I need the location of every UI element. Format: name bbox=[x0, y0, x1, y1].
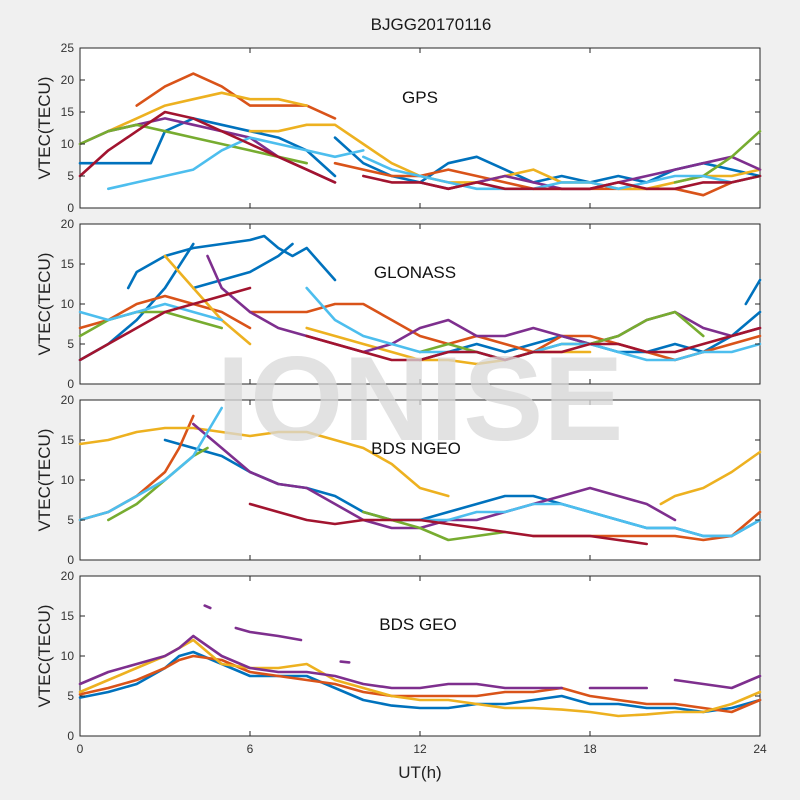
series-line bbox=[192, 422, 677, 530]
chart-title: BJGG20170116 bbox=[371, 15, 492, 34]
series-line bbox=[203, 604, 212, 610]
y-tick-label: 15 bbox=[61, 257, 75, 271]
panel-0: 0 5 10 15 20 25 GPS VTEC(TECU) bbox=[35, 41, 762, 215]
y-tick-label: 20 bbox=[61, 569, 75, 583]
x-tick-label: 0 bbox=[77, 742, 84, 756]
panel-label: BDS NGEO bbox=[371, 439, 461, 458]
y-tick-label: 15 bbox=[61, 609, 75, 623]
x-tick-label: 12 bbox=[413, 742, 427, 756]
y-tick-label: 20 bbox=[61, 73, 75, 87]
series-line bbox=[418, 502, 762, 538]
series-line bbox=[78, 634, 563, 690]
series-line bbox=[234, 626, 303, 642]
panel-label: BDS GEO bbox=[379, 615, 456, 634]
series-line bbox=[744, 278, 762, 306]
panel-2: 0 5 10 15 20 BDS NGEO VTEC(TECU) bbox=[35, 393, 762, 567]
y-tick-label: 0 bbox=[67, 201, 74, 215]
x-tick-label: 24 bbox=[753, 742, 767, 756]
axes-box bbox=[79, 399, 761, 561]
y-tick-label: 5 bbox=[67, 513, 74, 527]
series-line bbox=[78, 123, 308, 165]
panel-3: 0 5 10 15 20 0 6 12 18 24 BDS GEO VTEC(TECU) bbox=[35, 569, 767, 756]
series-line bbox=[362, 174, 762, 191]
series-line bbox=[78, 302, 223, 322]
series-line bbox=[78, 654, 762, 714]
series-line bbox=[362, 155, 762, 191]
series-line bbox=[339, 660, 351, 664]
series-line bbox=[362, 510, 507, 542]
x-tick-label: 18 bbox=[583, 742, 597, 756]
y-tick-label: 10 bbox=[61, 473, 75, 487]
series-line bbox=[418, 518, 648, 546]
y-tick-label: 15 bbox=[61, 105, 75, 119]
panel-label: GPS bbox=[402, 88, 438, 107]
y-tick-label: 0 bbox=[67, 377, 74, 391]
series-line bbox=[78, 286, 252, 362]
y-tick-label: 25 bbox=[61, 41, 75, 55]
series-line bbox=[78, 650, 762, 714]
series-line bbox=[78, 426, 450, 498]
y-tick-label: 5 bbox=[67, 337, 74, 351]
series-line bbox=[673, 674, 762, 690]
y-axis-label: VTEC(TECU) bbox=[35, 605, 54, 708]
y-tick-label: 15 bbox=[61, 433, 75, 447]
series-line bbox=[107, 91, 308, 133]
y-tick-label: 10 bbox=[61, 297, 75, 311]
series-line bbox=[659, 450, 762, 506]
series-line bbox=[673, 129, 762, 184]
series-line bbox=[78, 110, 337, 184]
axes-box bbox=[79, 47, 761, 209]
y-axis-label: VTEC(TECU) bbox=[35, 77, 54, 180]
x-tick-label: 6 bbox=[247, 742, 254, 756]
series-line bbox=[126, 234, 337, 290]
y-tick-label: 10 bbox=[61, 649, 75, 663]
series-line bbox=[248, 502, 422, 526]
panel-label: GLONASS bbox=[374, 263, 456, 282]
panel-1: 0 5 10 15 20 GLONASS VTEC(TECU) bbox=[35, 217, 762, 391]
x-axis-label: UT(h) bbox=[398, 763, 441, 782]
y-tick-label: 5 bbox=[67, 689, 74, 703]
y-tick-label: 20 bbox=[61, 393, 75, 407]
series-line bbox=[192, 242, 294, 290]
series-line bbox=[78, 406, 223, 522]
y-tick-label: 10 bbox=[61, 137, 75, 151]
y-tick-label: 5 bbox=[67, 169, 74, 183]
y-tick-label: 20 bbox=[61, 217, 75, 231]
y-tick-label: 0 bbox=[67, 729, 74, 743]
series-line bbox=[107, 136, 365, 191]
y-axis-label: VTEC(TECU) bbox=[35, 253, 54, 356]
series-line bbox=[163, 254, 252, 346]
watermark: IONISE bbox=[217, 332, 624, 466]
series-line bbox=[305, 326, 762, 362]
series-line bbox=[78, 310, 223, 338]
y-axis-label: VTEC(TECU) bbox=[35, 429, 54, 532]
y-tick-label: 0 bbox=[67, 553, 74, 567]
